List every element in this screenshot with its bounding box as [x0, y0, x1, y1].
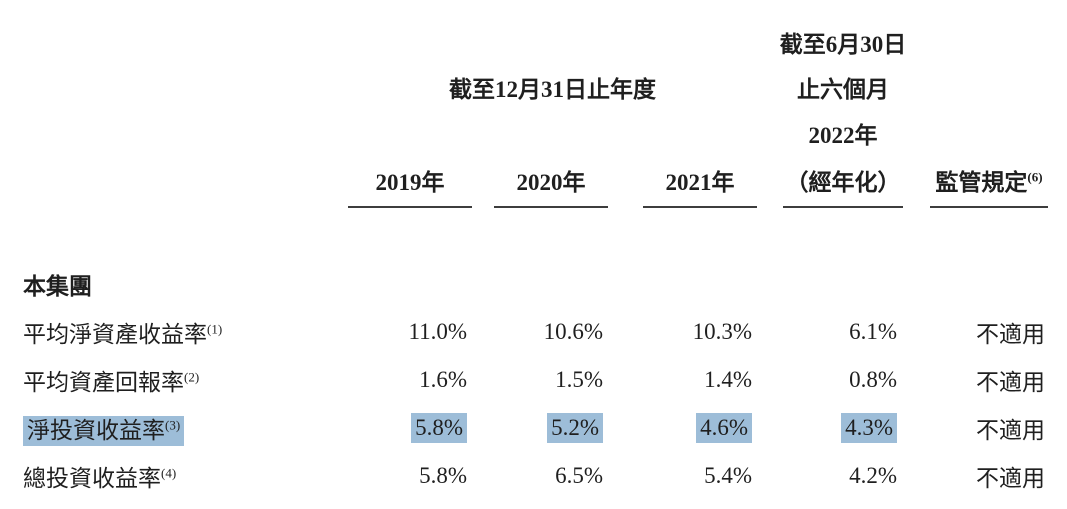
- cell-2019: 5.8%: [348, 413, 472, 443]
- header-row-group-titles: 截至12月31日止年度 止六個月: [0, 64, 1067, 110]
- cell-regulatory: 不適用: [976, 370, 1045, 395]
- column-header-annualized: （經年化）: [783, 156, 903, 208]
- header-row-interim-year: 2022年: [0, 110, 1067, 156]
- cell-2020: 1.5%: [555, 367, 603, 392]
- column-header-2019: 2019年: [348, 156, 472, 208]
- section-title: 本集團: [23, 274, 92, 299]
- cell-2021: 1.4%: [704, 367, 752, 392]
- cell-regulatory: 不適用: [976, 418, 1045, 443]
- cell-2022-annualized: 6.1%: [849, 319, 897, 344]
- column-header-2021: 2021年: [643, 156, 757, 208]
- column-header-regulatory: 監管規定(6): [930, 156, 1048, 208]
- interim-year-label: 2022年: [808, 123, 878, 148]
- row-label-text: 平均資產回報率: [23, 370, 184, 395]
- header-body-gap: [0, 208, 1067, 260]
- row-label: 總投資收益率(4): [0, 459, 348, 493]
- header-row-interim-1: 截至6月30日: [0, 20, 1067, 64]
- annual-period-title: 截至12月31日止年度: [449, 77, 656, 102]
- cell-2021: 4.6%: [643, 413, 757, 443]
- table-row: 淨投資收益率(3) 5.8% 5.2% 4.6% 4.3% 不適用: [0, 404, 1067, 452]
- cell-2019: 1.6%: [419, 367, 467, 392]
- interim-period-title-line2: 止六個月: [797, 77, 889, 102]
- cell-2022-annualized: 4.2%: [849, 463, 897, 488]
- cell-2021: 10.3%: [692, 319, 752, 344]
- row-label: 平均資產回報率(2): [0, 363, 348, 397]
- row-label-text: 平均淨資產收益率: [23, 322, 207, 347]
- row-label-text: 淨投資收益率: [27, 418, 165, 443]
- cell-2019: 11.0%: [408, 319, 467, 344]
- cell-2022-annualized: 0.8%: [849, 367, 897, 392]
- row-label-text: 總投資收益率: [23, 466, 161, 491]
- row-label: 淨投資收益率(3): [0, 411, 348, 446]
- table-row: 總投資收益率(4) 5.8% 6.5% 5.4% 4.2% 不適用: [0, 452, 1067, 500]
- row-footnote-marker: (3): [165, 417, 181, 433]
- cell-2020: 6.5%: [555, 463, 603, 488]
- regulatory-header-label: 監管規定: [935, 170, 1028, 195]
- cell-2020: 10.6%: [543, 319, 603, 344]
- cell-2022-annualized: 4.3%: [783, 413, 903, 443]
- cell-2021: 5.4%: [704, 463, 752, 488]
- section-header-row: 本集團: [0, 260, 1067, 308]
- regulatory-footnote-marker: (6): [1027, 169, 1043, 185]
- row-footnote-marker: (4): [161, 465, 177, 481]
- row-footnote-marker: (1): [207, 321, 223, 337]
- cell-2019: 5.8%: [419, 463, 467, 488]
- interim-period-title-line1: 截至6月30日: [779, 32, 907, 57]
- column-header-2020: 2020年: [494, 156, 608, 208]
- table-row: 平均資產回報率(2) 1.6% 1.5% 1.4% 0.8% 不適用: [0, 356, 1067, 404]
- table-row: 平均淨資產收益率(1) 11.0% 10.6% 10.3% 6.1% 不適用: [0, 308, 1067, 356]
- header-row-columns: 2019年 2020年 2021年 （經年化） 監管規定(6): [0, 156, 1067, 208]
- cell-regulatory: 不適用: [976, 466, 1045, 491]
- cell-2020: 5.2%: [494, 413, 608, 443]
- row-label: 平均淨資產收益率(1): [0, 315, 348, 349]
- cell-regulatory: 不適用: [976, 322, 1045, 347]
- row-footnote-marker: (2): [184, 369, 200, 385]
